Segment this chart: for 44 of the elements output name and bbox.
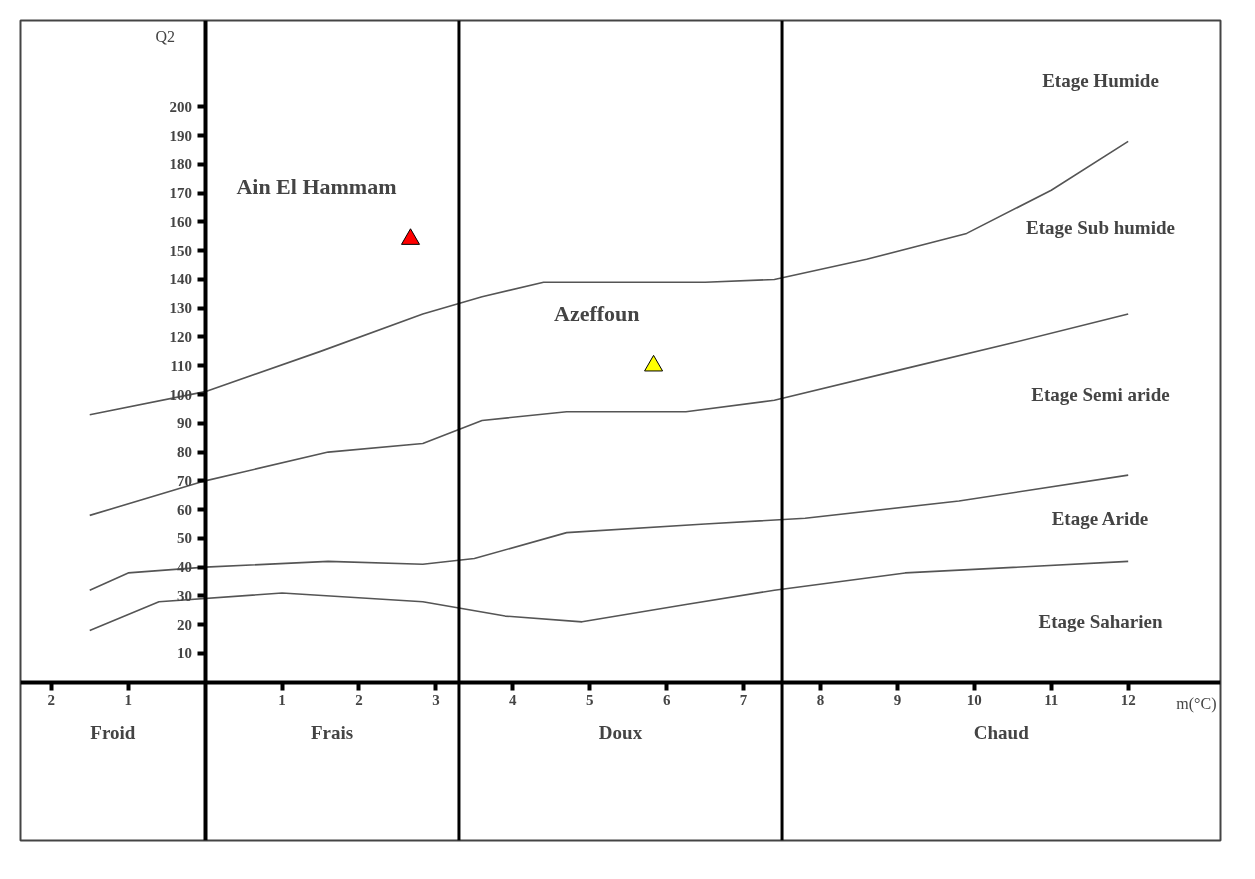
x-tick-label: 3 bbox=[432, 692, 440, 709]
annotation: Etage Aride bbox=[1051, 507, 1149, 529]
y-tick-label: 130 bbox=[169, 300, 193, 317]
x-tick-label: 6 bbox=[662, 692, 671, 709]
y-tick-label: 20 bbox=[177, 616, 193, 633]
x-tick-label: 4 bbox=[509, 692, 518, 709]
x-tick-label: 1 bbox=[124, 692, 132, 709]
y-tick-label: 170 bbox=[169, 185, 193, 202]
y-tick-label: 160 bbox=[169, 213, 193, 230]
annotation: Etage Semi aride bbox=[1031, 384, 1170, 406]
x-tick-label: 5 bbox=[585, 692, 594, 709]
annotation: Doux bbox=[598, 721, 643, 743]
x-tick-label: 7 bbox=[739, 692, 748, 709]
y-tick-label: 90 bbox=[177, 415, 193, 432]
annotation: Frais bbox=[310, 721, 354, 743]
x-tick-label: 1 bbox=[278, 692, 286, 709]
x-tick-label: 8 bbox=[816, 692, 825, 709]
y-tick-label: 200 bbox=[169, 98, 193, 115]
y-tick-label: 50 bbox=[177, 530, 193, 547]
annotation: Etage Sub humide bbox=[1026, 217, 1175, 239]
x-tick-label: 10 bbox=[966, 692, 982, 709]
x-tick-label: 12 bbox=[1120, 692, 1136, 709]
series-label: Ain El Hammam bbox=[236, 174, 397, 200]
x-axis-title: m(°C) bbox=[1176, 695, 1217, 714]
x-tick-label: 2 bbox=[355, 692, 363, 709]
y-tick-label: 120 bbox=[169, 328, 193, 345]
series-label: Azeffoun bbox=[554, 300, 640, 326]
y-tick-label: 140 bbox=[169, 271, 193, 288]
y-tick-label: 60 bbox=[177, 501, 193, 518]
annotation: Etage Humide bbox=[1042, 70, 1159, 92]
annotation: Froid bbox=[90, 721, 136, 743]
y-tick-label: 10 bbox=[177, 645, 193, 662]
y-tick-label: 110 bbox=[170, 357, 193, 374]
y-axis-title: Q2 bbox=[155, 27, 176, 45]
y-tick-label: 180 bbox=[169, 156, 193, 173]
annotation: Etage Saharien bbox=[1038, 611, 1163, 633]
y-tick-label: 150 bbox=[169, 242, 193, 259]
x-tick-label: 9 bbox=[893, 692, 902, 709]
annotation: Chaud bbox=[973, 721, 1030, 743]
y-tick-label: 70 bbox=[177, 472, 193, 489]
x-tick-label: 2 bbox=[47, 692, 56, 709]
y-tick-label: 80 bbox=[177, 444, 193, 461]
x-tick-label: 11 bbox=[1044, 692, 1059, 709]
y-tick-label: 190 bbox=[169, 127, 193, 144]
